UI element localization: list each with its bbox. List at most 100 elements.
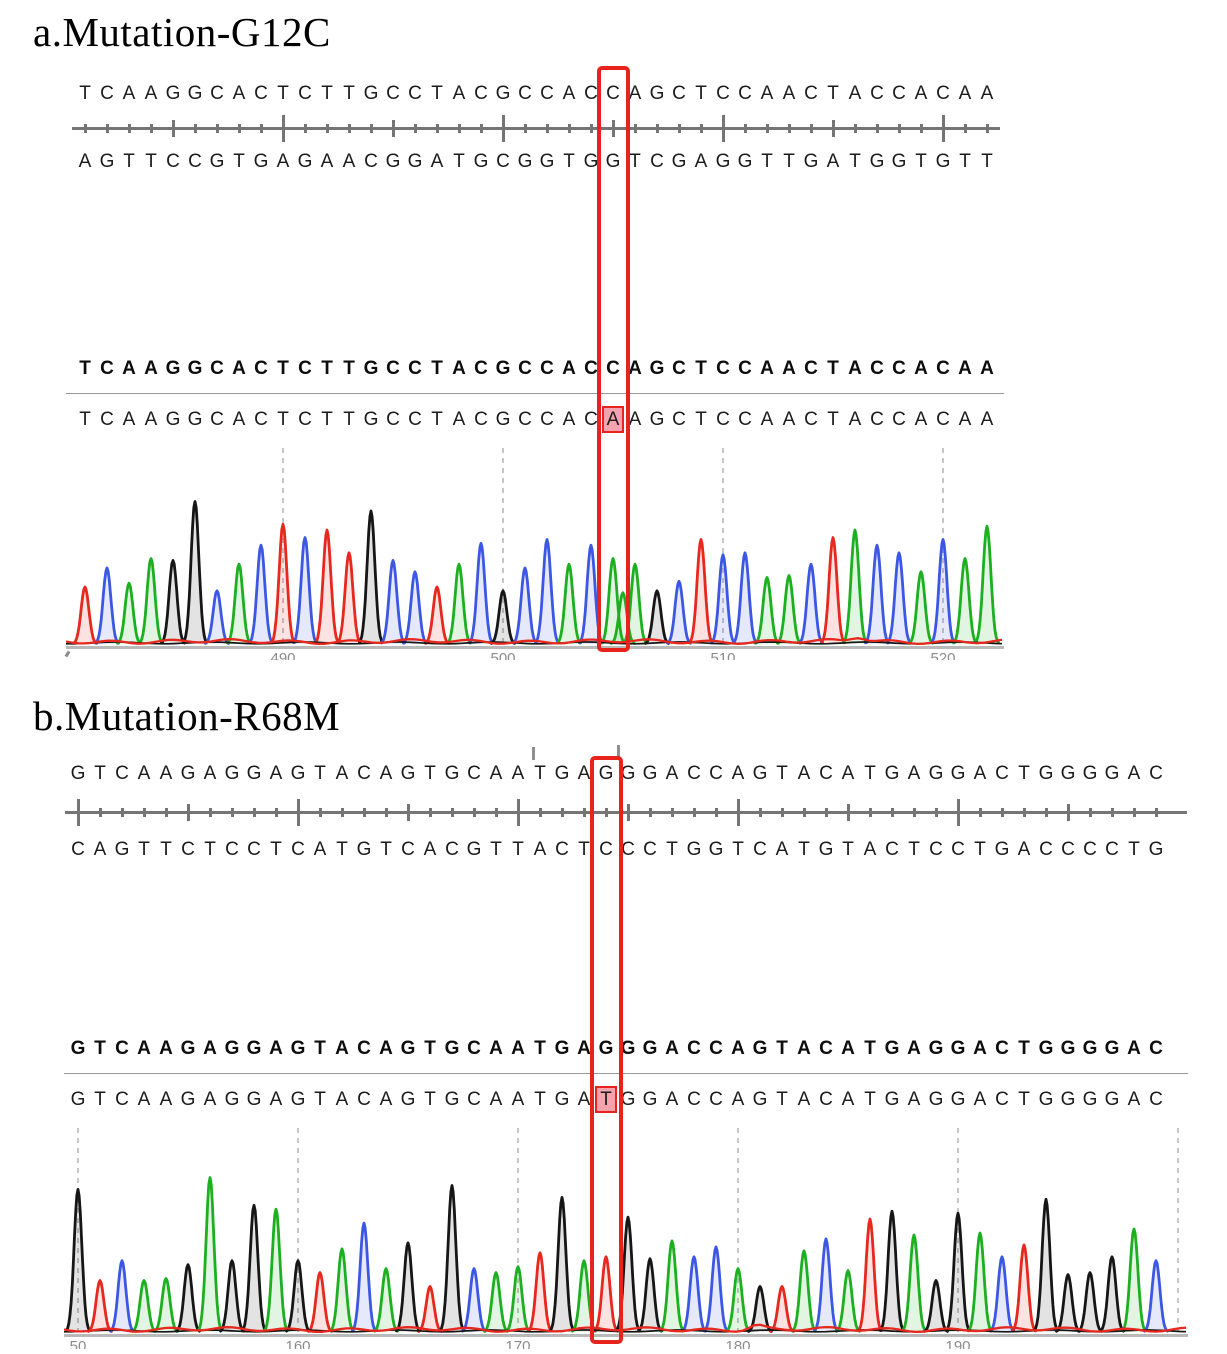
peak-A: [776, 574, 802, 645]
peak-A: [952, 557, 978, 645]
base-cell: C: [225, 839, 239, 860]
base-cell: T: [424, 1089, 436, 1110]
peak-C: [1143, 1259, 1169, 1333]
base-cell: G: [187, 83, 203, 104]
base-cell: G: [671, 151, 687, 172]
ruler-tick: [480, 123, 483, 133]
ruler-tick: [847, 803, 850, 821]
base-cell: C: [687, 1089, 701, 1110]
base-cell: G: [554, 1089, 570, 1110]
axis-label: 160: [285, 1338, 311, 1349]
base-cell: A: [122, 358, 136, 379]
base-cell: C: [496, 151, 510, 172]
base-cell: A: [958, 358, 972, 379]
base-cell: C: [643, 839, 657, 860]
base-cell: G: [180, 1038, 196, 1059]
peak-G: [241, 1203, 267, 1332]
ruler-tick: [121, 807, 124, 817]
base-cell: G: [246, 763, 262, 784]
base-cell: A: [1127, 763, 1141, 784]
peak-G: [1033, 1197, 1059, 1332]
ruler-tick: [326, 123, 329, 133]
base-cell: A: [848, 409, 862, 430]
base-cell: T: [270, 839, 282, 860]
peak-A: [974, 524, 1000, 644]
base-cell: A: [665, 1038, 679, 1059]
peak-A: [446, 562, 472, 645]
peak-A: [908, 570, 934, 645]
base-cell: G: [884, 1089, 900, 1110]
base-cell: C: [181, 839, 195, 860]
peak-T: [314, 528, 340, 644]
base-cell: C: [892, 83, 906, 104]
base-cell: T: [277, 83, 289, 104]
base-cell: C: [819, 763, 833, 784]
base-cell: T: [864, 1038, 876, 1059]
base-cell: A: [489, 1089, 503, 1110]
base-cell: A: [760, 358, 774, 379]
ruler-tick: [392, 119, 395, 137]
peak-G: [1077, 1271, 1103, 1333]
base-cell: T: [277, 409, 289, 430]
base-cell: T: [94, 1038, 106, 1059]
base-cell: T: [321, 409, 333, 430]
base-cell: G: [752, 1089, 768, 1110]
base-cell: A: [320, 151, 334, 172]
base-cell: A: [841, 763, 855, 784]
base-cell: G: [1082, 1038, 1098, 1059]
peak-A: [329, 1247, 355, 1333]
base-cell: A: [203, 763, 217, 784]
base-cell: C: [995, 763, 1009, 784]
ruler-tick: [1089, 807, 1092, 817]
ruler-tick: [700, 123, 703, 133]
base-cell: G: [642, 1038, 658, 1059]
base-cell: C: [210, 358, 224, 379]
base-cell: G: [583, 151, 599, 172]
ruler-tick: [539, 807, 542, 817]
base-cell: A: [423, 839, 437, 860]
ruler-tick: [898, 123, 901, 133]
peak-A: [659, 1239, 685, 1333]
mutated-base-cell: T: [595, 1086, 617, 1113]
peak-G: [549, 1196, 575, 1332]
base-cell: C: [540, 358, 554, 379]
base-cell: G: [869, 151, 885, 172]
ruler-tick: [678, 123, 681, 133]
peak-A: [153, 1277, 179, 1333]
base-cell: A: [335, 1089, 349, 1110]
peak-C: [204, 589, 230, 645]
base-cell: A: [914, 409, 928, 430]
base-cell: A: [863, 839, 877, 860]
ruler-tick: [634, 123, 637, 133]
base-cell: A: [958, 83, 972, 104]
peak-T: [336, 551, 362, 645]
base-cell: C: [716, 83, 730, 104]
base-cell: G: [1104, 1089, 1120, 1110]
ruler-tick: [568, 123, 571, 133]
peak-C: [512, 566, 538, 645]
base-cell: A: [797, 1038, 811, 1059]
ruler-tick: [128, 123, 131, 133]
base-cell: A: [452, 83, 466, 104]
peak-T: [857, 1217, 883, 1332]
base-cell: A: [731, 1089, 745, 1110]
peak-A: [610, 591, 636, 645]
ruler-tick: [172, 119, 175, 137]
base-cell: C: [298, 409, 312, 430]
peak-C: [813, 1237, 839, 1333]
ruler-tick: [106, 123, 109, 133]
base-cell: C: [555, 839, 569, 860]
ruler-tick: [84, 123, 87, 133]
base-cell: C: [364, 151, 378, 172]
base-cell: G: [737, 151, 753, 172]
base-cell: G: [114, 839, 130, 860]
ruler-tick: [1023, 807, 1026, 817]
base-cell: T: [849, 151, 861, 172]
ruler-tick: [282, 114, 285, 142]
base-cell: G: [928, 763, 944, 784]
peak-A: [505, 1265, 531, 1333]
base-cell: T: [138, 839, 150, 860]
base-cell: G: [950, 1038, 966, 1059]
base-cell: A: [797, 1089, 811, 1110]
